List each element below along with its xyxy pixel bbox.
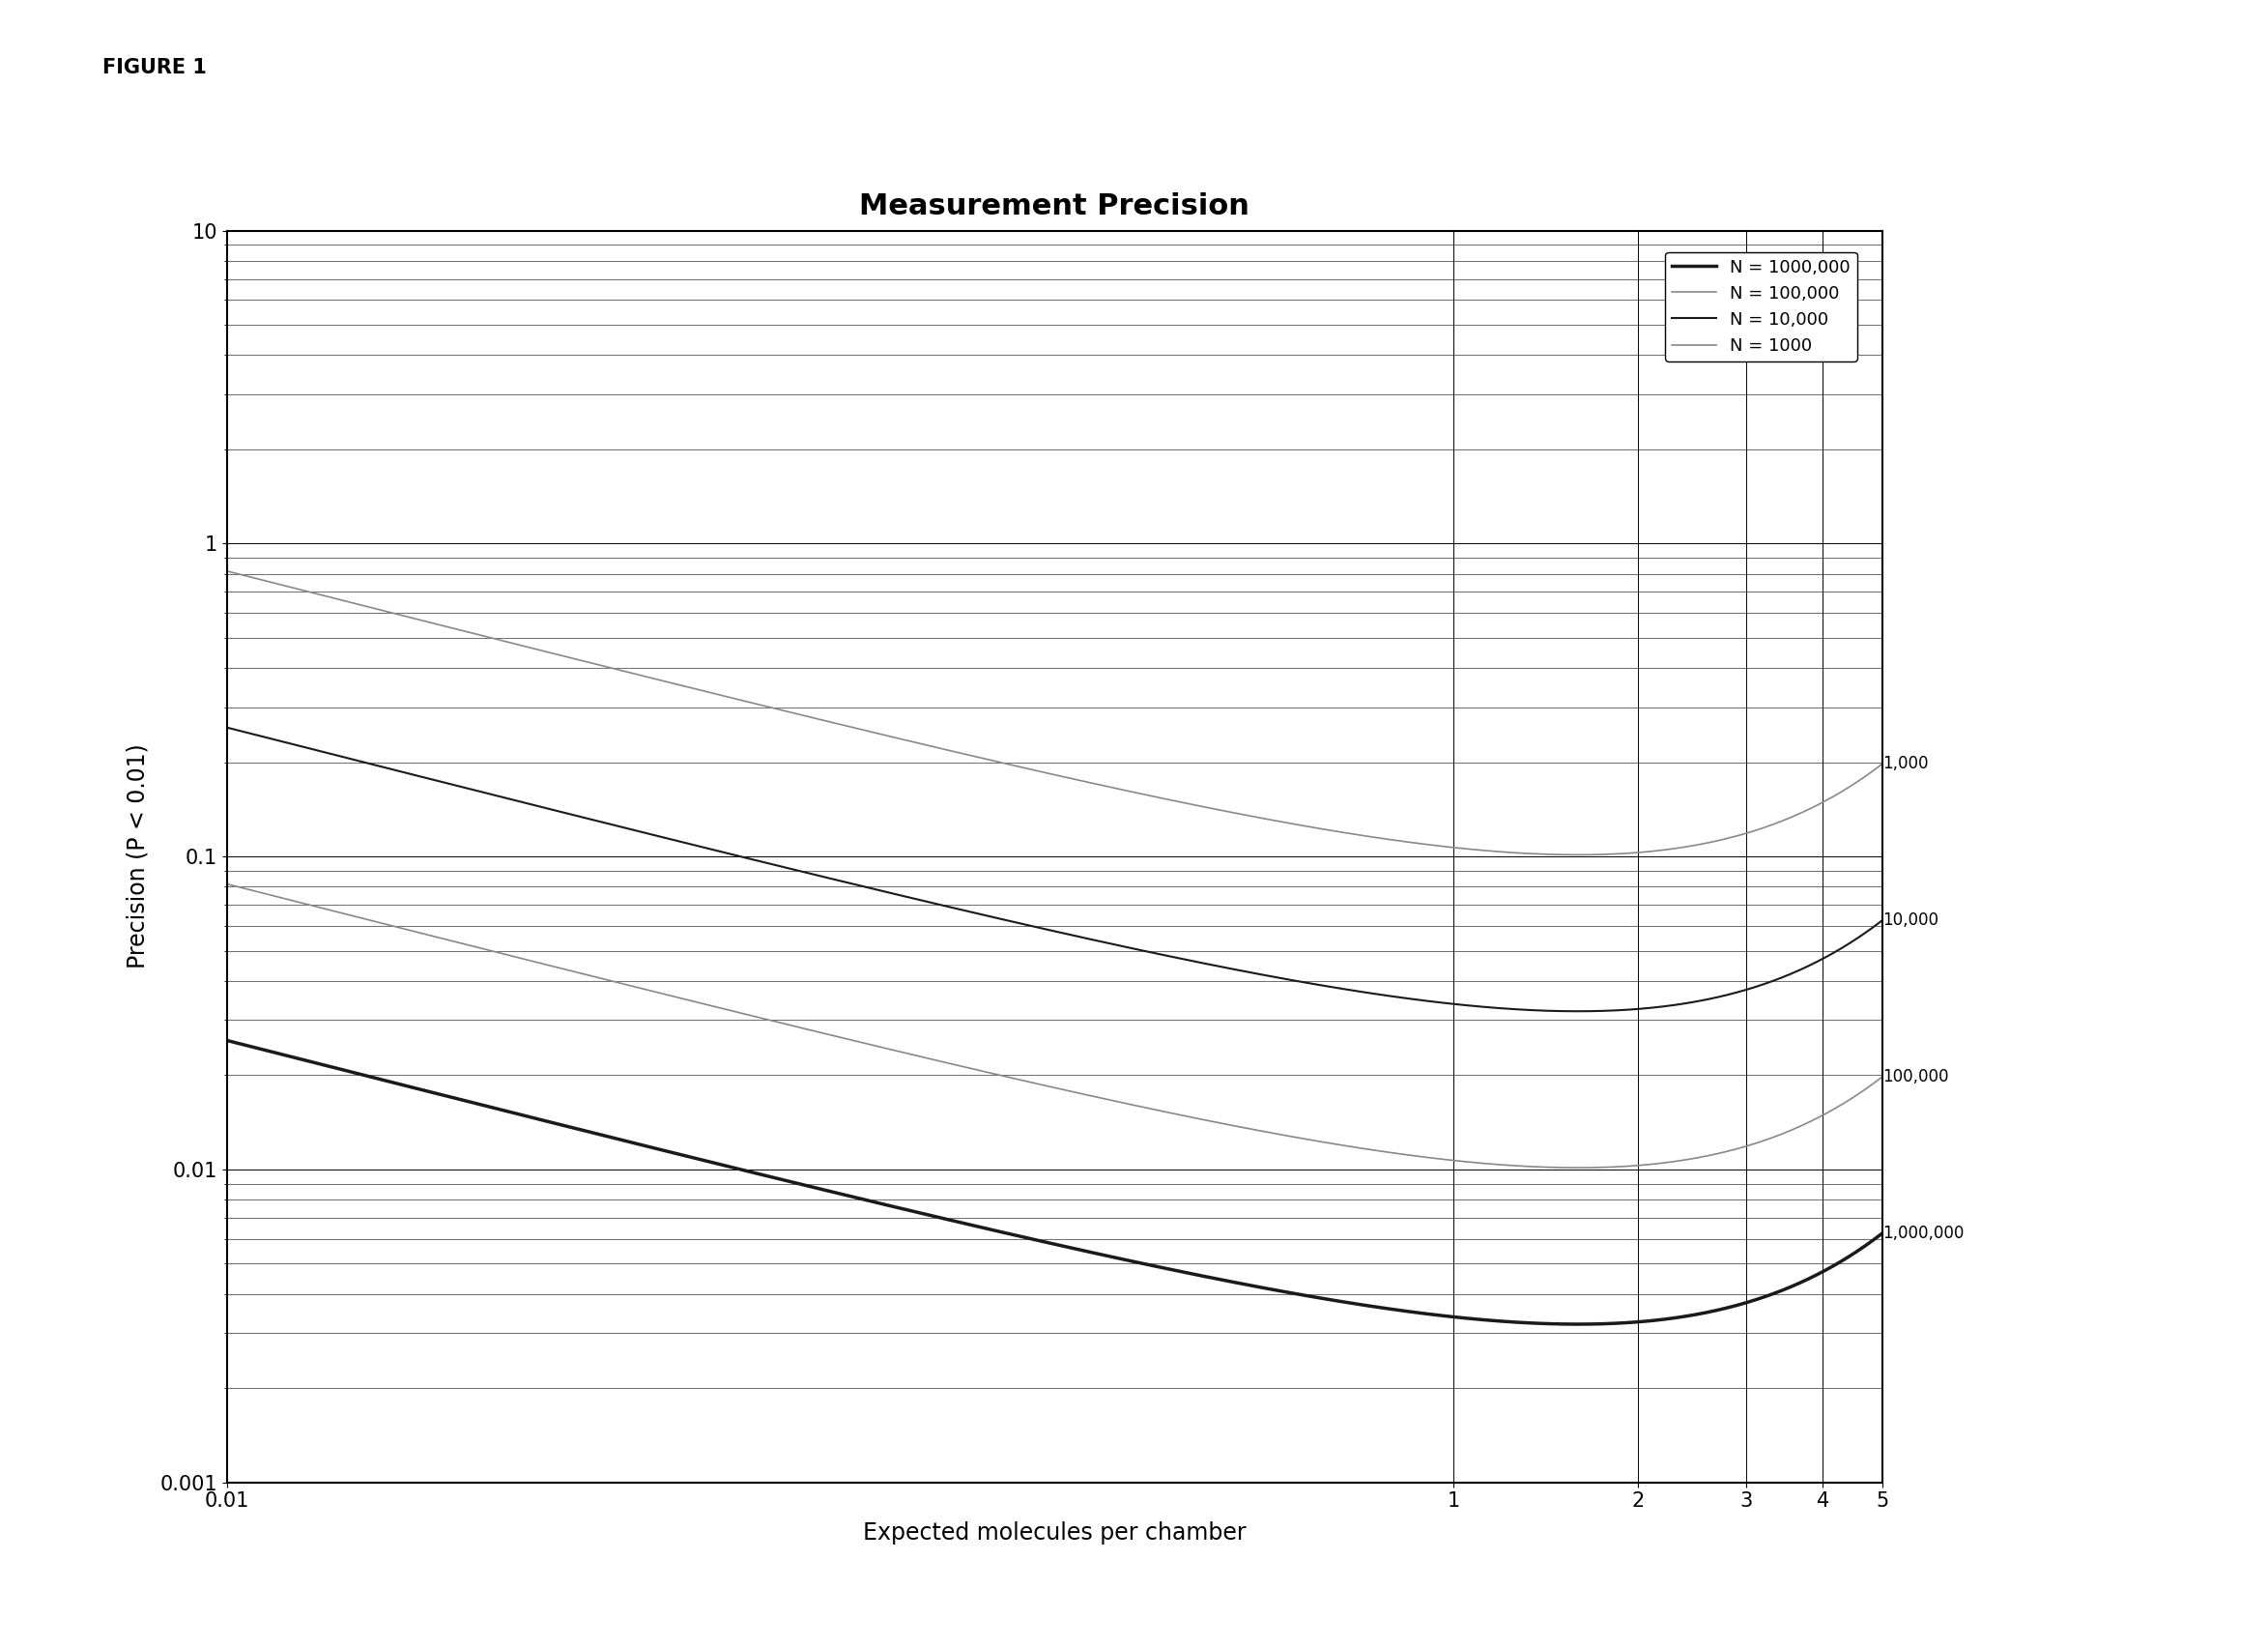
X-axis label: Expected molecules per chamber: Expected molecules per chamber <box>864 1522 1245 1545</box>
Y-axis label: Precision (P < 0.01): Precision (P < 0.01) <box>125 744 150 968</box>
Title: Measurement Precision: Measurement Precision <box>860 193 1250 221</box>
Legend: N = 1000,000, N = 100,000, N = 10,000, N = 1000: N = 1000,000, N = 100,000, N = 10,000, N… <box>1665 252 1857 362</box>
Text: 100,000: 100,000 <box>1882 1067 1948 1085</box>
Text: 1,000: 1,000 <box>1882 754 1928 772</box>
Text: 10,000: 10,000 <box>1882 911 1939 929</box>
Text: 1,000,000: 1,000,000 <box>1882 1224 1964 1242</box>
Text: FIGURE 1: FIGURE 1 <box>102 58 206 77</box>
